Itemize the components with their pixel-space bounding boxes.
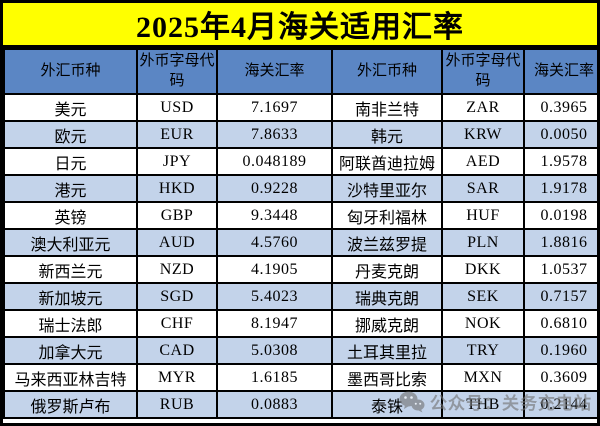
exchange-rate-cell: 9.3448 bbox=[216, 201, 333, 230]
exchange-rate-cell: 1.8816 bbox=[523, 228, 597, 257]
currency-name-cell: 美元 bbox=[3, 93, 138, 122]
currency-code-cell: NZD bbox=[136, 255, 218, 284]
currency-code-cell: PLN bbox=[441, 228, 525, 257]
page-title: 2025年4月海关适用汇率 bbox=[3, 3, 597, 48]
currency-name-cell: 英镑 bbox=[3, 201, 138, 230]
col-header-rate-left: 海关汇率 bbox=[216, 48, 333, 95]
currency-name-cell: 阿联酋迪拉姆 bbox=[331, 147, 443, 176]
currency-name-cell: 马来西亚林吉特 bbox=[3, 363, 138, 392]
currency-name-cell: 日元 bbox=[3, 147, 138, 176]
currency-name-cell: 新加坡元 bbox=[3, 282, 138, 311]
currency-code-cell: CAD bbox=[136, 336, 218, 365]
col-header-code-left: 外币字母代码 bbox=[136, 48, 218, 95]
exchange-rate-table: 外汇币种 外币字母代码 海关汇率 外汇币种 外币字母代码 海关汇率 美元 USD… bbox=[3, 48, 597, 419]
exchange-rate-cell: 1.9178 bbox=[523, 174, 597, 203]
currency-code-cell: TRY bbox=[441, 336, 525, 365]
currency-name-cell: 匈牙利福林 bbox=[331, 201, 443, 230]
col-header-rate-right: 海关汇率 bbox=[523, 48, 597, 95]
currency-code-cell: GBP bbox=[136, 201, 218, 230]
table-row: 瑞士法郎 CHF 8.1947 挪威克朗 NOK 0.6810 bbox=[3, 309, 597, 338]
table-row: 日元 JPY 0.048189 阿联酋迪拉姆 AED 1.9578 bbox=[3, 147, 597, 176]
currency-code-cell: DKK bbox=[441, 255, 525, 284]
exchange-rate-cell: 0.3609 bbox=[523, 363, 597, 392]
currency-name-cell: 加拿大元 bbox=[3, 336, 138, 365]
exchange-rate-cell: 7.1697 bbox=[216, 93, 333, 122]
currency-code-cell: EUR bbox=[136, 120, 218, 149]
currency-code-cell: JPY bbox=[136, 147, 218, 176]
col-header-code-right: 外币字母代码 bbox=[441, 48, 525, 95]
currency-name-cell: 港元 bbox=[3, 174, 138, 203]
exchange-rate-cell: 0.0883 bbox=[216, 390, 333, 419]
exchange-rate-cell: 1.9578 bbox=[523, 147, 597, 176]
currency-name-cell: 瑞典克朗 bbox=[331, 282, 443, 311]
currency-name-cell: 澳大利亚元 bbox=[3, 228, 138, 257]
currency-name-cell: 新西兰元 bbox=[3, 255, 138, 284]
table-row: 欧元 EUR 7.8633 韩元 KRW 0.0050 bbox=[3, 120, 597, 149]
currency-code-cell: USD bbox=[136, 93, 218, 122]
exchange-rate-cell: 0.7157 bbox=[523, 282, 597, 311]
table-row: 新加坡元 SGD 5.4023 瑞典克朗 SEK 0.7157 bbox=[3, 282, 597, 311]
table-row: 英镑 GBP 9.3448 匈牙利福林 HUF 0.0198 bbox=[3, 201, 597, 230]
currency-code-cell: SAR bbox=[441, 174, 525, 203]
currency-name-cell: 土耳其里拉 bbox=[331, 336, 443, 365]
currency-code-cell: AUD bbox=[136, 228, 218, 257]
exchange-rate-cell: 0.0050 bbox=[523, 120, 597, 149]
currency-code-cell: KRW bbox=[441, 120, 525, 149]
exchange-rate-cell: 0.3965 bbox=[523, 93, 597, 122]
table-row: 加拿大元 CAD 5.0308 土耳其里拉 TRY 0.1960 bbox=[3, 336, 597, 365]
currency-code-cell: ZAR bbox=[441, 93, 525, 122]
exchange-rate-cell: 8.1947 bbox=[216, 309, 333, 338]
table-row: 美元 USD 7.1697 南非兰特 ZAR 0.3965 bbox=[3, 93, 597, 122]
currency-code-cell: NOK bbox=[441, 309, 525, 338]
currency-code-cell: RUB bbox=[136, 390, 218, 419]
exchange-rate-cell: 0.048189 bbox=[216, 147, 333, 176]
currency-code-cell: SEK bbox=[441, 282, 525, 311]
currency-name-cell: 丹麦克朗 bbox=[331, 255, 443, 284]
exchange-rate-cell: 5.4023 bbox=[216, 282, 333, 311]
currency-code-cell: CHF bbox=[136, 309, 218, 338]
exchange-rate-cell: 1.6185 bbox=[216, 363, 333, 392]
currency-name-cell: 韩元 bbox=[331, 120, 443, 149]
exchange-rate-cell: 1.0537 bbox=[523, 255, 597, 284]
currency-code-cell: HKD bbox=[136, 174, 218, 203]
currency-name-cell: 泰铢 bbox=[331, 390, 443, 419]
exchange-rate-cell: 0.6810 bbox=[523, 309, 597, 338]
exchange-rate-cell: 4.1905 bbox=[216, 255, 333, 284]
table-row: 新西兰元 NZD 4.1905 丹麦克朗 DKK 1.0537 bbox=[3, 255, 597, 284]
currency-name-cell: 瑞士法郎 bbox=[3, 309, 138, 338]
exchange-rate-cell: 0.0198 bbox=[523, 201, 597, 230]
table-row: 马来西亚林吉特 MYR 1.6185 墨西哥比索 MXN 0.3609 bbox=[3, 363, 597, 392]
header-row: 外汇币种 外币字母代码 海关汇率 外汇币种 外币字母代码 海关汇率 bbox=[3, 48, 597, 95]
currency-name-cell: 波兰兹罗提 bbox=[331, 228, 443, 257]
table-row: 澳大利亚元 AUD 4.5760 波兰兹罗提 PLN 1.8816 bbox=[3, 228, 597, 257]
currency-code-cell: MYR bbox=[136, 363, 218, 392]
table-row: 俄罗斯卢布 RUB 0.0883 泰铢 THB 0.2144 bbox=[3, 390, 597, 419]
currency-name-cell: 俄罗斯卢布 bbox=[3, 390, 138, 419]
currency-name-cell: 挪威克朗 bbox=[331, 309, 443, 338]
currency-code-cell: AED bbox=[441, 147, 525, 176]
currency-code-cell: THB bbox=[441, 390, 525, 419]
exchange-rate-cell: 4.5760 bbox=[216, 228, 333, 257]
exchange-rate-cell: 5.0308 bbox=[216, 336, 333, 365]
exchange-rate-cell: 0.2144 bbox=[523, 390, 597, 419]
exchange-rate-cell: 0.1960 bbox=[523, 336, 597, 365]
currency-code-cell: SGD bbox=[136, 282, 218, 311]
exchange-rate-cell: 7.8633 bbox=[216, 120, 333, 149]
table-row: 港元 HKD 0.9228 沙特里亚尔 SAR 1.9178 bbox=[3, 174, 597, 203]
currency-name-cell: 沙特里亚尔 bbox=[331, 174, 443, 203]
currency-name-cell: 欧元 bbox=[3, 120, 138, 149]
currency-name-cell: 墨西哥比索 bbox=[331, 363, 443, 392]
exchange-rate-cell: 0.9228 bbox=[216, 174, 333, 203]
currency-code-cell: MXN bbox=[441, 363, 525, 392]
currency-name-cell: 南非兰特 bbox=[331, 93, 443, 122]
table-body: 美元 USD 7.1697 南非兰特 ZAR 0.3965 欧元 EUR 7.8… bbox=[3, 93, 597, 419]
col-header-currency-right: 外汇币种 bbox=[331, 48, 443, 95]
col-header-currency-left: 外汇币种 bbox=[3, 48, 138, 95]
currency-code-cell: HUF bbox=[441, 201, 525, 230]
